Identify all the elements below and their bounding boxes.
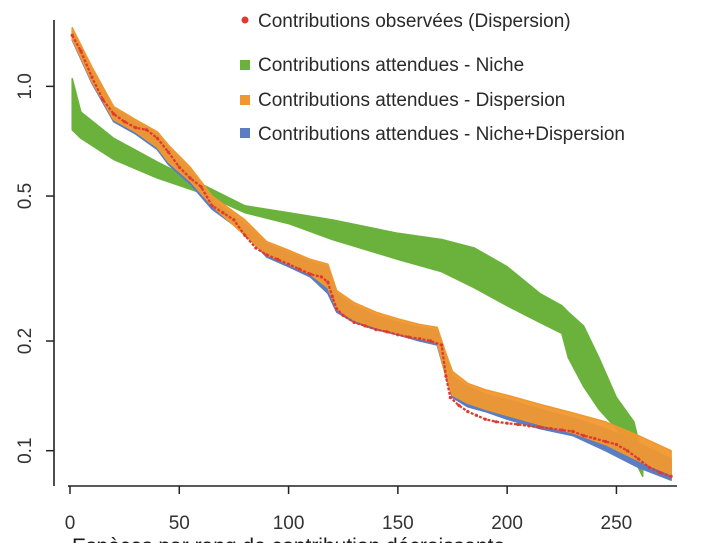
observed-point [466, 410, 470, 414]
legend-marker-dispersion [240, 95, 250, 105]
observed-point [474, 413, 479, 417]
observed-point [669, 474, 673, 478]
y-tick-label: 0.5 [15, 183, 36, 209]
legend: Contributions observées (Dispersion) Con… [240, 11, 625, 145]
observed-point [210, 204, 214, 208]
observed-points-layer [70, 33, 673, 478]
observed-point [79, 49, 83, 53]
x-tick-label: 150 [382, 513, 414, 534]
observed-point [582, 434, 586, 438]
legend-label-dispersion: Contributions attendues - Dispersion [258, 90, 565, 111]
observed-point [385, 330, 389, 334]
observed-point [593, 436, 597, 441]
observed-point [571, 429, 575, 433]
observed-point [177, 165, 181, 169]
x-tick-label: 50 [169, 513, 190, 534]
line-contributions-observees-dispersion [71, 34, 672, 478]
observed-point [444, 374, 448, 378]
observed-point [254, 246, 258, 250]
observed-point [636, 457, 640, 461]
observed-point [647, 465, 651, 469]
observed-point [440, 343, 444, 347]
observed-point [70, 33, 74, 38]
observed-point [265, 253, 269, 257]
observed-point [516, 422, 520, 427]
band-contributions-attendues-niche [71, 77, 644, 478]
observed-point [549, 427, 553, 431]
observed-point [335, 307, 339, 311]
observed-point [221, 211, 225, 215]
observed-point [483, 417, 487, 421]
observed-point [407, 335, 411, 339]
observed-point [505, 421, 509, 425]
observed-point [112, 112, 116, 116]
observed-point [287, 262, 291, 266]
observed-point [243, 233, 247, 237]
observed-point [134, 126, 138, 130]
observed-point [625, 449, 630, 453]
x-axis-title: Espèces par rang de contribution décrois… [72, 535, 505, 543]
band-contributions-attendues-dispersion [71, 26, 672, 476]
observed-point [319, 275, 323, 279]
y-tick-label: 0.1 [15, 437, 36, 463]
legend-label-niche-dispersion: Contributions attendues - Niche+Dispersi… [258, 124, 625, 145]
observed-point [199, 185, 203, 189]
observed-point [308, 272, 312, 276]
x-tick-label: 250 [601, 513, 633, 534]
observed-point [101, 98, 105, 102]
observed-point [527, 424, 531, 428]
observed-point [166, 150, 170, 154]
observed-point [429, 339, 433, 343]
observed-point [560, 428, 564, 432]
observed-point [144, 128, 149, 132]
legend-marker-niche-dispersion [240, 128, 250, 138]
observed-point [297, 267, 302, 271]
observed-point [330, 294, 334, 299]
observed-point [326, 280, 330, 284]
observed-point [90, 75, 94, 79]
observed-point [155, 136, 159, 140]
y-tick-label: 0.2 [15, 328, 36, 354]
observed-point [494, 420, 498, 424]
legend-marker-observed [241, 16, 249, 24]
observed-point [396, 333, 400, 337]
x-ticks: 0 50 100 150 200 250 [65, 486, 633, 534]
observed-point [276, 257, 280, 261]
legend-label-observed: Contributions observées (Dispersion) [258, 11, 571, 32]
observed-point [363, 324, 367, 328]
observed-point [188, 176, 192, 180]
observed-point [457, 404, 461, 408]
observed-point [603, 439, 608, 444]
observed-point [448, 395, 452, 400]
observed-point [123, 120, 127, 124]
observed-point [341, 313, 345, 318]
x-tick-label: 200 [491, 513, 523, 534]
observed-point [538, 425, 542, 429]
legend-label-niche: Contributions attendues - Niche [258, 55, 524, 76]
observed-point [374, 328, 378, 332]
y-tick-label: 1.0 [15, 73, 36, 99]
x-tick-label: 100 [273, 513, 305, 534]
observed-point [658, 471, 662, 475]
observed-point [614, 442, 619, 447]
observed-point [352, 320, 356, 324]
observed-point [232, 218, 236, 222]
observed-point [418, 337, 422, 341]
y-ticks: 0.1 0.2 0.5 1.0 [15, 73, 54, 464]
x-tick-label: 0 [65, 513, 76, 534]
legend-marker-niche [240, 60, 250, 70]
